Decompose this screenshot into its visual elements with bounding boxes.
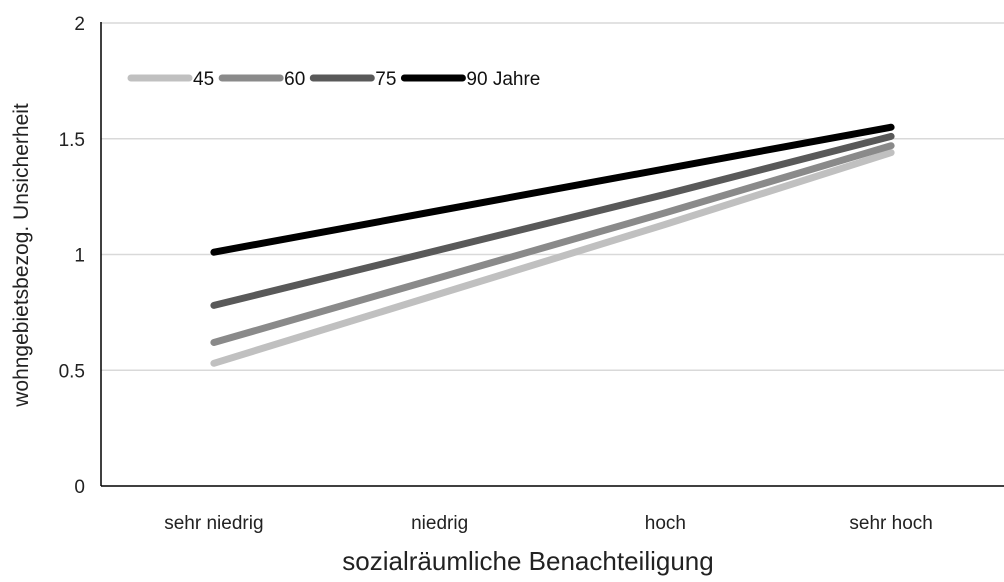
x-tick-label: hoch bbox=[645, 513, 686, 534]
y-tick-label: 1 bbox=[74, 246, 85, 267]
x-tick-label: niedrig bbox=[411, 513, 468, 534]
y-tick-label: 0 bbox=[74, 477, 85, 498]
y-tick-label: 1.5 bbox=[59, 130, 85, 151]
series-lines bbox=[210, 123, 895, 367]
series-line bbox=[210, 142, 895, 346]
series-line bbox=[210, 123, 895, 256]
legend-label: 90 Jahre bbox=[466, 69, 540, 90]
y-tick-label: 0.5 bbox=[59, 361, 85, 382]
x-tick-label: sehr hoch bbox=[849, 513, 932, 534]
legend-label: 75 bbox=[375, 69, 396, 90]
y-tick-label: 2 bbox=[74, 14, 85, 35]
axes bbox=[100, 22, 1004, 487]
gridlines bbox=[101, 22, 1004, 371]
x-axis-title: sozialräumliche Benachteiligung bbox=[342, 546, 713, 576]
series-line bbox=[210, 132, 895, 309]
y-axis-title: wohngebietsbezog. Unsicherheit bbox=[10, 103, 33, 408]
y-tick-labels: 0 0.5 1 1.5 2 bbox=[59, 14, 85, 498]
legend: 45 60 75 90 Jahre bbox=[127, 69, 540, 90]
legend-label: 45 bbox=[193, 69, 214, 90]
x-tick-labels: sehr niedrig niedrig hoch sehr hoch bbox=[164, 513, 933, 534]
series-line bbox=[210, 149, 895, 367]
legend-label: 60 bbox=[284, 69, 305, 90]
x-tick-label: sehr niedrig bbox=[164, 513, 263, 534]
